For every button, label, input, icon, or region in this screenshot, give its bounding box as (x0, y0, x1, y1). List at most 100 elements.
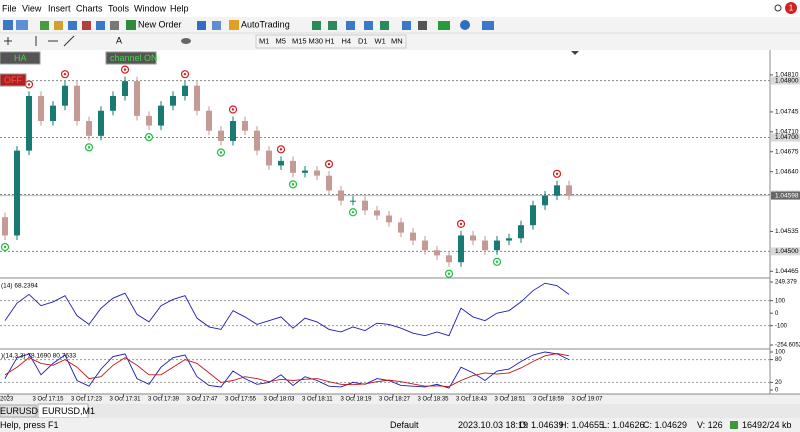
menu-item[interactable]: Window (134, 3, 167, 13)
sell-signal-dot (63, 72, 67, 76)
price-tick-label: 1.04710 (775, 129, 799, 136)
icon[interactable] (82, 21, 91, 30)
autotrading-icon[interactable] (229, 20, 239, 30)
menu-item[interactable]: Tools (108, 3, 130, 13)
candle-body (422, 240, 428, 251)
candle-body (98, 110, 104, 136)
menu-item[interactable]: Charts (76, 3, 103, 13)
indicator-tick-label: -254.6052 (775, 343, 800, 349)
icon[interactable] (364, 21, 373, 30)
icon[interactable] (380, 21, 389, 30)
toolbar-icons: New Order AutoTrading A (3, 19, 494, 47)
time-label: 3 Oct 17:15 (33, 397, 65, 403)
icon[interactable] (96, 21, 105, 30)
off-button[interactable] (0, 73, 27, 87)
timeframe-button[interactable]: M5 (276, 36, 286, 45)
icon[interactable] (110, 21, 119, 30)
sell-signal-dot (183, 72, 187, 76)
chart-shift-marker[interactable] (571, 51, 579, 55)
candle-body (338, 190, 344, 201)
candle-body (218, 130, 224, 141)
timeframe-button[interactable]: D1 (358, 36, 368, 45)
autotrading-button[interactable]: AutoTrading (241, 19, 290, 29)
current-price-bg (771, 191, 800, 200)
off-label: OFF (4, 75, 22, 85)
icon[interactable] (460, 20, 470, 30)
new-order-button[interactable]: New Order (138, 19, 182, 29)
icon[interactable] (68, 21, 77, 30)
time-label: 3 Oct 18:35 (418, 397, 450, 403)
chart-tab[interactable] (0, 404, 37, 418)
timeframe-button[interactable]: M15 (292, 36, 307, 45)
channel-button[interactable] (105, 51, 157, 65)
candle-body (266, 150, 272, 166)
text-tool[interactable]: A (116, 35, 122, 45)
buy-signal-dot (447, 272, 451, 275)
status-help: Help, press F1 (0, 420, 59, 430)
chart-tab-label[interactable]: EURUSD,M5 (0, 406, 53, 416)
level-label-bg (771, 76, 800, 85)
notification-badge[interactable] (785, 2, 797, 14)
chart-window (0, 50, 800, 394)
status-traffic: 16492/24 kb (742, 420, 792, 430)
candle-body (26, 95, 32, 151)
icon[interactable] (197, 21, 206, 30)
icon[interactable] (212, 21, 221, 30)
buy-signal-dot (291, 183, 295, 186)
timeframe-button[interactable]: M30 (309, 36, 324, 45)
candle-body (230, 121, 236, 141)
timeframe-button[interactable]: MN (391, 36, 403, 45)
chart-tab-label[interactable]: EURUSD,M1 (42, 406, 95, 416)
level-label-bg (771, 247, 800, 256)
candle-body (434, 250, 440, 256)
status-bar (0, 418, 800, 432)
candle-body (278, 160, 284, 166)
indicator-tick-label: 100 (775, 350, 786, 356)
status-low: L: 1.04626 (602, 420, 645, 430)
candle-body (86, 121, 92, 136)
icon[interactable] (328, 21, 337, 30)
icon[interactable] (346, 21, 355, 30)
shape-tool[interactable] (181, 38, 191, 44)
time-label: 3 Oct 18:19 (341, 397, 373, 403)
icon[interactable] (482, 21, 494, 30)
timeframe-button[interactable]: H1 (325, 36, 335, 45)
help-icon[interactable] (774, 4, 782, 12)
icon[interactable] (40, 21, 49, 30)
icon[interactable] (402, 21, 411, 30)
sell-signal-dot (459, 222, 463, 226)
sell-signal-dot (555, 172, 559, 175)
status-volume: V: 126 (697, 420, 723, 430)
new-order-icon[interactable] (126, 20, 136, 30)
buy-signal-dot (351, 211, 355, 214)
timeframe-button[interactable]: H4 (342, 36, 352, 45)
indicator-label: )(14,3,3) 78.1690 80.7633 (1, 353, 77, 360)
indicator-tick-label: 20 (775, 380, 782, 386)
timeframe-button[interactable]: W1 (375, 36, 386, 45)
timeframe-button[interactable]: M1 (259, 36, 269, 45)
trendline-tool[interactable] (63, 35, 75, 47)
price-tick-label: 1.04810 (775, 72, 799, 79)
icon[interactable] (3, 20, 13, 30)
menu-item[interactable]: File (2, 3, 17, 13)
menu-item[interactable]: Insert (48, 3, 71, 13)
indicator-tick-label: 100 (775, 298, 786, 304)
level-label: 1.04800 (775, 77, 799, 84)
ha-button[interactable] (0, 51, 41, 65)
menu-item[interactable]: Help (170, 3, 189, 13)
icon[interactable] (54, 21, 63, 30)
icon[interactable] (312, 21, 321, 30)
icon[interactable] (16, 20, 28, 30)
time-label: 3 Oct 17:39 (148, 397, 180, 403)
time-label: 3 Oct 17:31 (110, 397, 142, 403)
candle-body (194, 85, 200, 111)
menu-item[interactable]: View (22, 3, 42, 13)
candle-body (182, 85, 188, 96)
icon[interactable] (418, 21, 427, 30)
time-label: 3 Oct 17:47 (187, 397, 219, 403)
candle-body (122, 81, 128, 96)
icon[interactable] (438, 21, 450, 30)
candle-body (386, 215, 392, 223)
